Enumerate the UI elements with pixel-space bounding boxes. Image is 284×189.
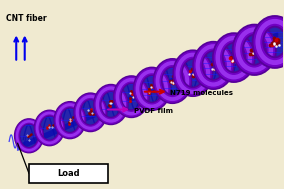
Ellipse shape xyxy=(220,41,248,74)
Ellipse shape xyxy=(160,66,185,96)
Ellipse shape xyxy=(241,33,268,66)
Ellipse shape xyxy=(39,115,60,141)
Ellipse shape xyxy=(99,91,122,119)
Ellipse shape xyxy=(260,24,284,60)
Ellipse shape xyxy=(59,107,81,133)
Ellipse shape xyxy=(59,108,80,133)
Ellipse shape xyxy=(80,99,101,125)
Ellipse shape xyxy=(261,25,284,59)
Ellipse shape xyxy=(200,49,227,82)
Bar xyxy=(29,164,108,183)
Ellipse shape xyxy=(79,99,102,126)
Ellipse shape xyxy=(19,124,39,148)
Text: Load: Load xyxy=(57,169,80,178)
Ellipse shape xyxy=(140,74,164,104)
Text: PVDF film: PVDF film xyxy=(133,108,172,114)
Text: N719 molecules: N719 molecules xyxy=(170,90,233,96)
Ellipse shape xyxy=(221,42,247,74)
Ellipse shape xyxy=(160,66,185,96)
Ellipse shape xyxy=(100,91,122,118)
Ellipse shape xyxy=(240,33,268,67)
Ellipse shape xyxy=(180,58,205,88)
Text: CNT fiber: CNT fiber xyxy=(6,14,47,23)
Ellipse shape xyxy=(39,116,60,140)
Ellipse shape xyxy=(19,123,39,148)
Ellipse shape xyxy=(201,50,226,81)
Ellipse shape xyxy=(140,74,164,103)
Ellipse shape xyxy=(120,82,143,111)
Ellipse shape xyxy=(180,57,206,89)
Ellipse shape xyxy=(120,83,143,111)
